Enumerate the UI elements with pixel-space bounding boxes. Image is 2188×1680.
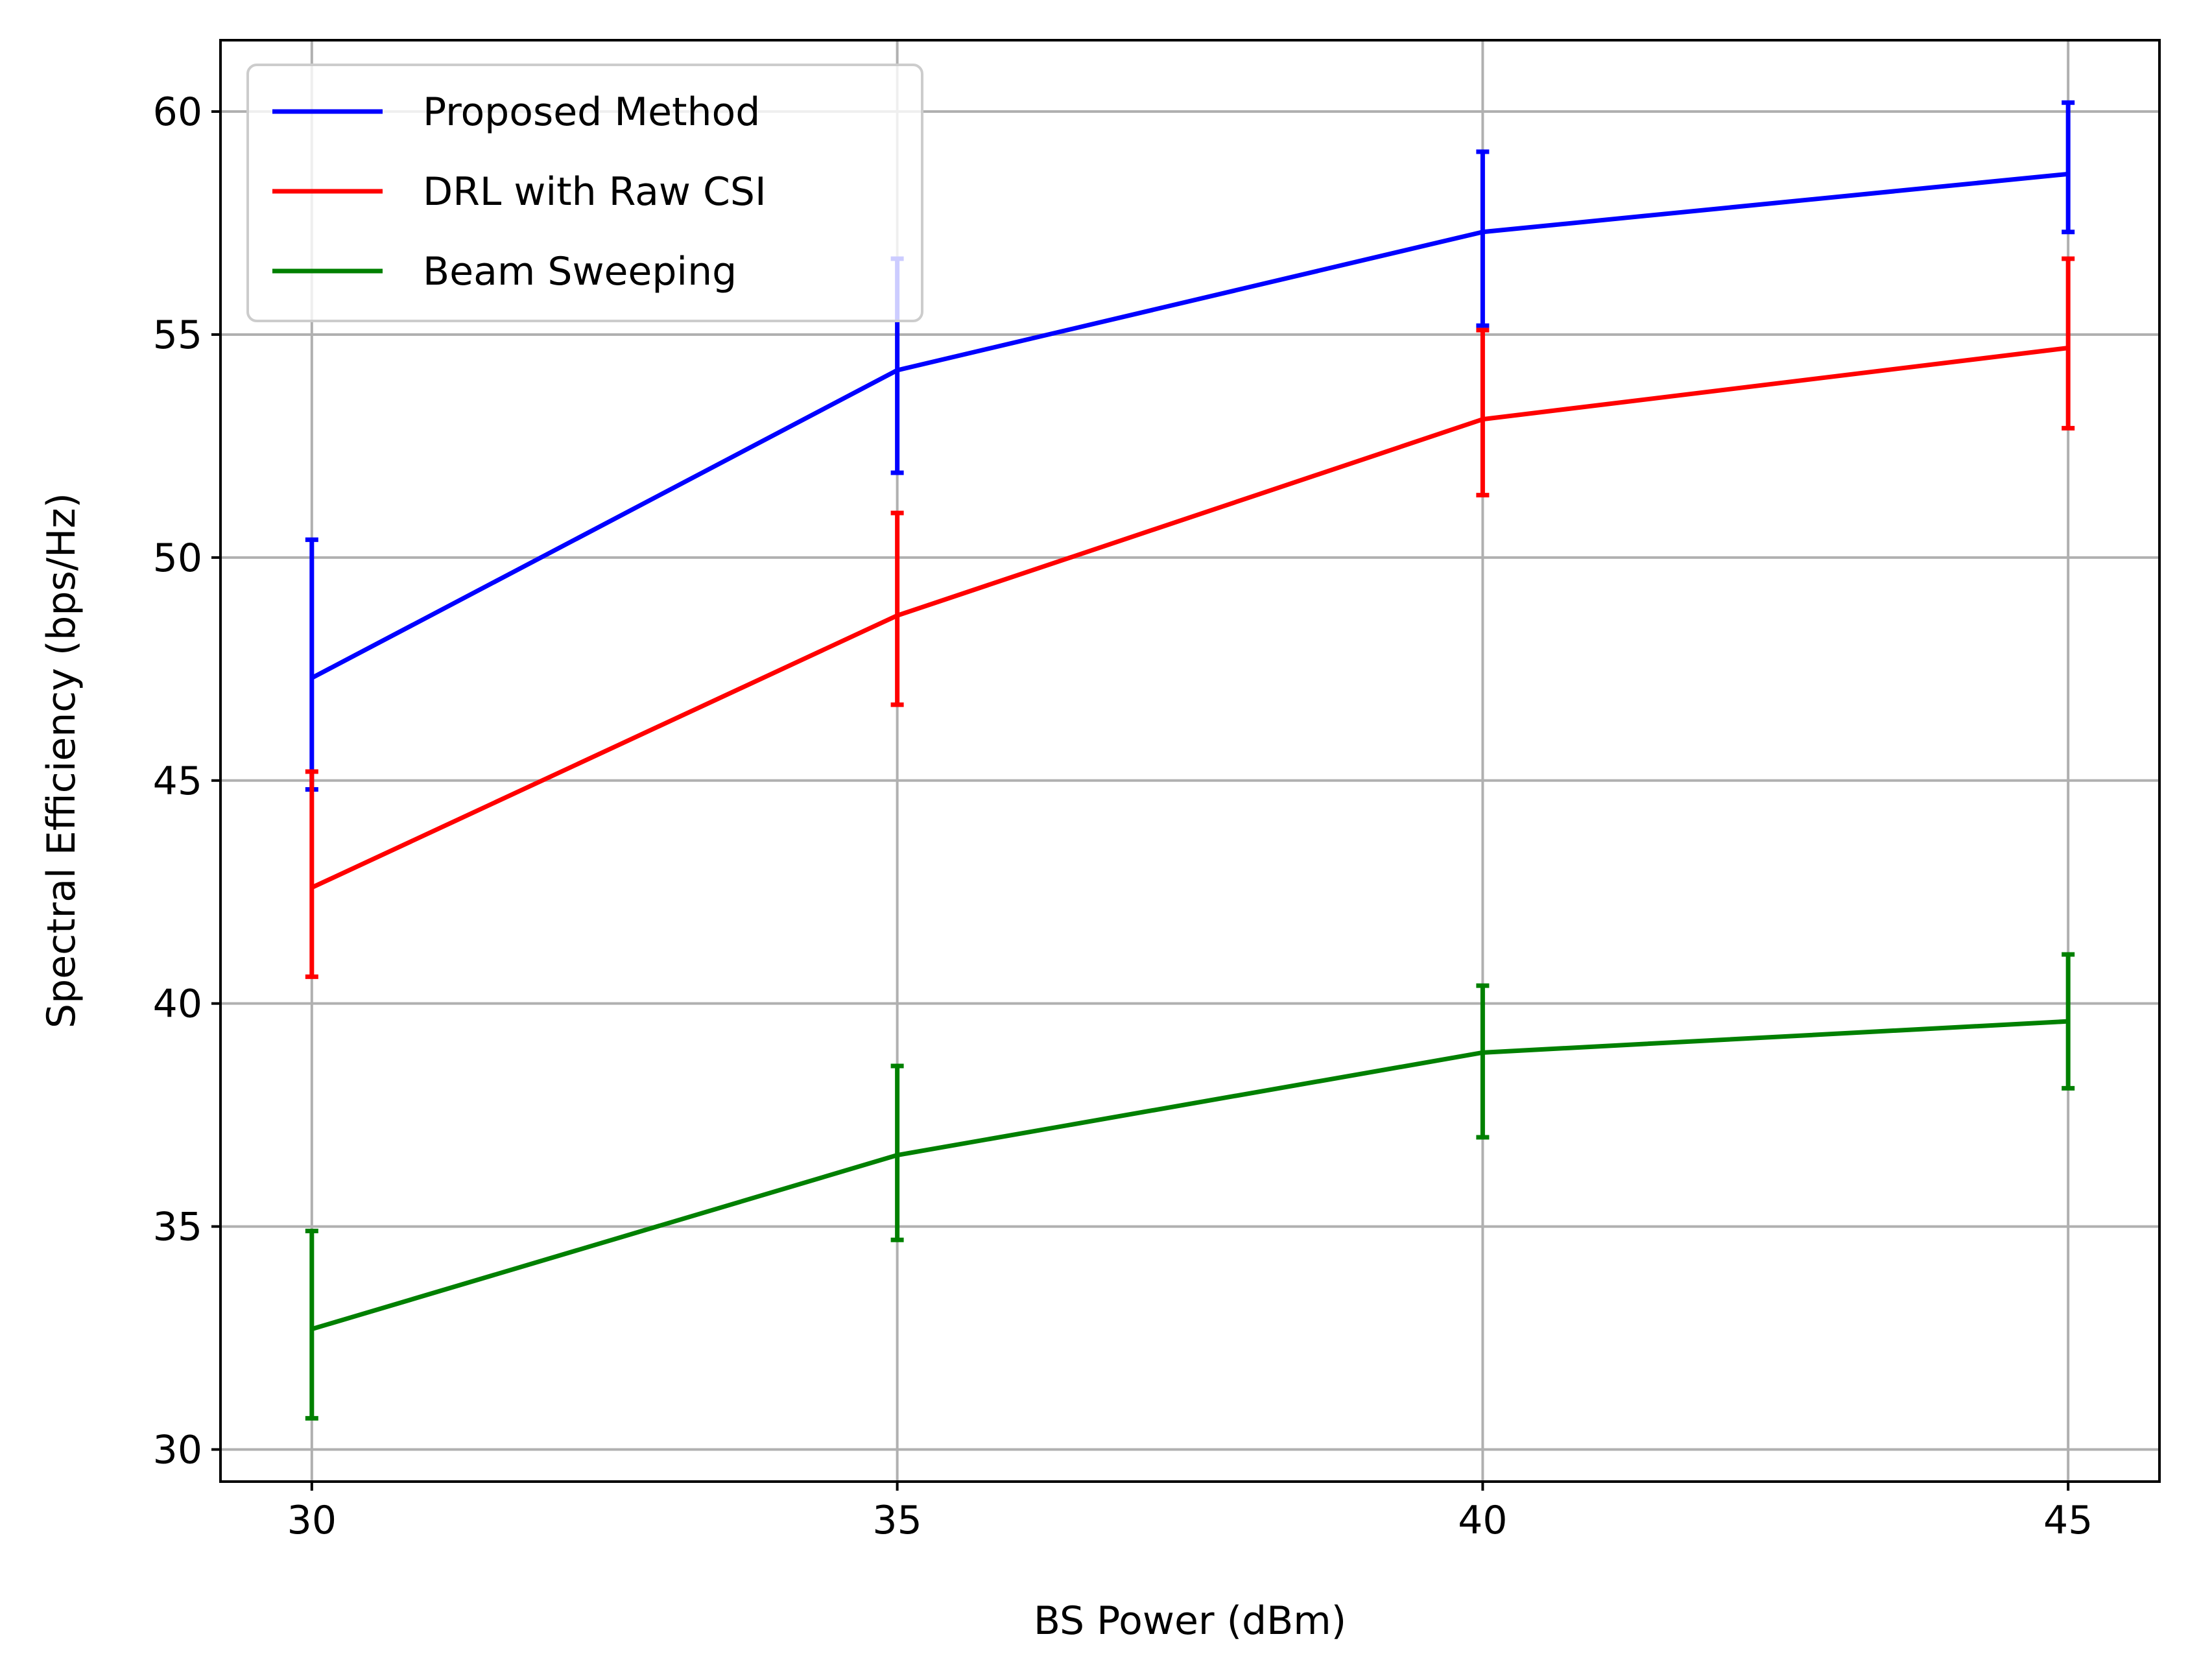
error-bar xyxy=(890,1063,904,1242)
series-beam-sweeping xyxy=(305,952,2075,1421)
y-axis-label: Spectral Efficiency (bps/Hz) xyxy=(39,493,84,1028)
legend-label: Proposed Method xyxy=(423,89,760,135)
data-point xyxy=(897,615,898,616)
legend-label: Beam Sweeping xyxy=(423,249,737,294)
plot-frame xyxy=(219,39,2161,1483)
y-tick-label: 45 xyxy=(153,759,202,804)
error-bar xyxy=(2062,256,2075,431)
y-tick-label: 40 xyxy=(153,982,202,1027)
data-point xyxy=(1482,1052,1483,1053)
x-tick-label: 35 xyxy=(872,1498,922,1543)
y-tick-label: 55 xyxy=(153,313,202,358)
series-proposed-method xyxy=(305,100,2075,792)
legend-label: DRL with Raw CSI xyxy=(423,169,767,215)
error-bar xyxy=(305,1228,318,1421)
y-tick-label: 35 xyxy=(153,1205,202,1250)
error-bar xyxy=(1476,327,1490,498)
series-drl-with-raw-csi xyxy=(305,256,2075,979)
x-tick-label: 40 xyxy=(1458,1498,1507,1543)
data-point xyxy=(1482,231,1483,233)
data-point xyxy=(2067,1021,2069,1022)
y-tick-label: 60 xyxy=(153,89,202,135)
legend-entry: Beam Sweeping xyxy=(272,249,737,294)
legend-box xyxy=(246,64,923,322)
data-point xyxy=(311,887,313,888)
series-line-drl-with-raw-csi xyxy=(311,346,2069,890)
error-bar xyxy=(890,510,904,707)
legend-entry: DRL with Raw CSI xyxy=(272,169,767,215)
legend-entry: Proposed Method xyxy=(272,89,760,135)
series-line-beam-sweeping xyxy=(311,1019,2069,1332)
error-bar xyxy=(1476,983,1490,1140)
data-point xyxy=(1482,419,1483,420)
series-line-proposed-method xyxy=(311,171,2069,680)
y-tick-label: 50 xyxy=(153,536,202,581)
x-tick-label: 30 xyxy=(287,1498,337,1543)
legend: Proposed Method DRL with Raw CSI Beam Swee… xyxy=(246,64,923,322)
x-tick-label: 45 xyxy=(2043,1498,2093,1543)
x-axis-label: BS Power (dBm) xyxy=(1034,1598,1346,1644)
error-bar xyxy=(305,769,318,979)
error-bar xyxy=(2062,100,2075,235)
error-bar xyxy=(1476,149,1490,328)
series-layer xyxy=(305,100,2075,1421)
y-tick-label: 30 xyxy=(153,1427,202,1473)
axis-ticks: 30 35 40 45 30 35 40 45 50 55 60 xyxy=(153,89,2093,1543)
